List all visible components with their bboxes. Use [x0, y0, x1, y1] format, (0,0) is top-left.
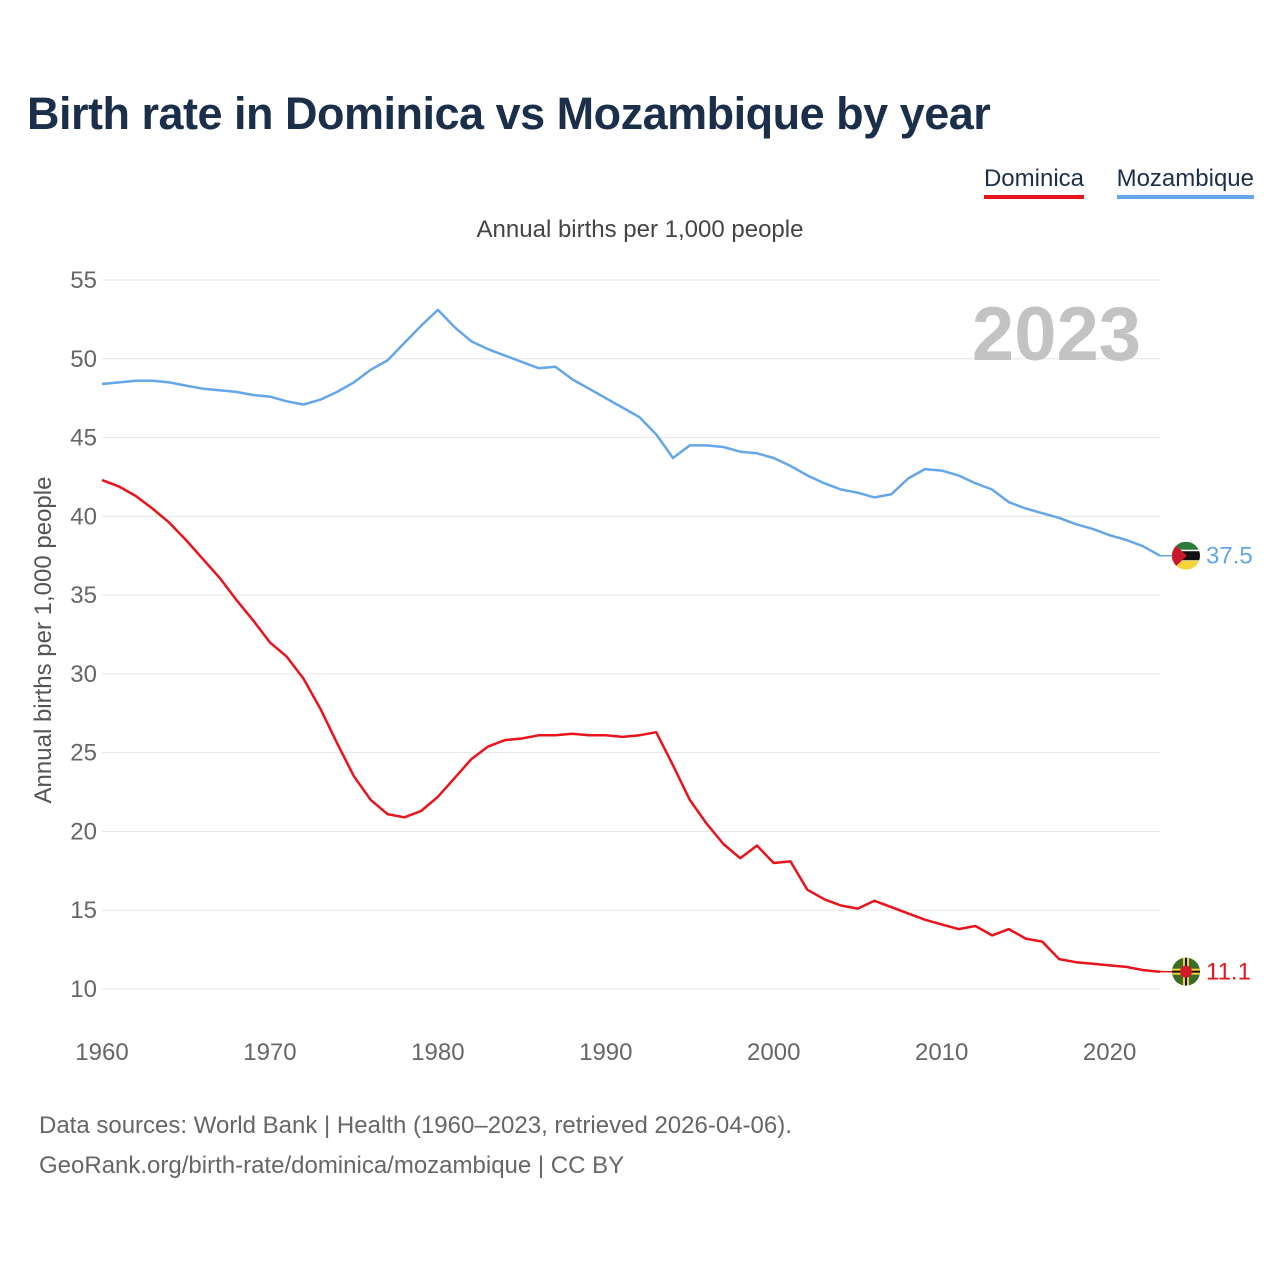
x-tick-label-1970: 1970 — [243, 1039, 296, 1066]
flag-icon-dominica — [1172, 957, 1200, 986]
chart-title: Birth rate in Dominica vs Mozambique by … — [27, 88, 991, 139]
x-tick-label-2020: 2020 — [1083, 1039, 1136, 1066]
x-tick-label-2010: 2010 — [915, 1039, 968, 1066]
y-tick-label-45: 45 — [70, 425, 97, 452]
end-value-label-mozambique: 37.5 — [1206, 543, 1253, 570]
legend-item-mozambique[interactable]: Mozambique — [1116, 165, 1254, 199]
year-overlay: 2023 — [972, 292, 1141, 377]
end-markers: 11.1 37.5 — [1160, 541, 1253, 986]
series-line-dominica — [101, 478, 1161, 973]
y-tick-label-25: 25 — [70, 740, 97, 767]
x-tick-label-2000: 2000 — [747, 1039, 800, 1066]
chart-subtitle: Annual births per 1,000 people — [476, 216, 804, 243]
y-tick-label-55: 55 — [70, 267, 97, 294]
end-value-label-dominica: 11.1 — [1206, 959, 1251, 986]
y-tick-label-50: 50 — [70, 346, 97, 373]
series-lines — [101, 308, 1161, 973]
grid-lines — [102, 279, 1160, 990]
source-line-2[interactable]: GeoRank.org/birth-rate/dominica/mozambiq… — [39, 1152, 625, 1179]
y-tick-label-10: 10 — [70, 976, 97, 1003]
x-tick-label-1990: 1990 — [579, 1039, 632, 1066]
line-chart: 10 15 20 25 30 35 40 45 50 55 1960 1970 1980 1990 200… — [30, 267, 1253, 1066]
series-line-mozambique — [101, 308, 1161, 557]
source-note: Data sources: World Bank | Health (1960–… — [39, 1106, 792, 1186]
y-tick-label-15: 15 — [70, 897, 97, 924]
y-tick-label-20: 20 — [70, 818, 97, 845]
y-tick-label-30: 30 — [70, 661, 97, 688]
y-axis-ticks: 10 15 20 25 30 35 40 45 50 55 — [70, 267, 97, 1003]
legend-item-dominica[interactable]: Dominica — [983, 165, 1084, 199]
y-axis-label: Annual births per 1,000 people — [30, 477, 57, 804]
flag-icon-mozambique — [1172, 541, 1200, 570]
y-tick-label-40: 40 — [70, 503, 97, 530]
x-axis-ticks: 1960 1970 1980 1990 2000 2010 2020 — [75, 1039, 1136, 1066]
source-line-1: Data sources: World Bank | Health (1960–… — [39, 1112, 792, 1139]
y-tick-label-35: 35 — [70, 582, 97, 609]
x-tick-label-1980: 1980 — [411, 1039, 464, 1066]
x-tick-label-1960: 1960 — [75, 1039, 128, 1066]
